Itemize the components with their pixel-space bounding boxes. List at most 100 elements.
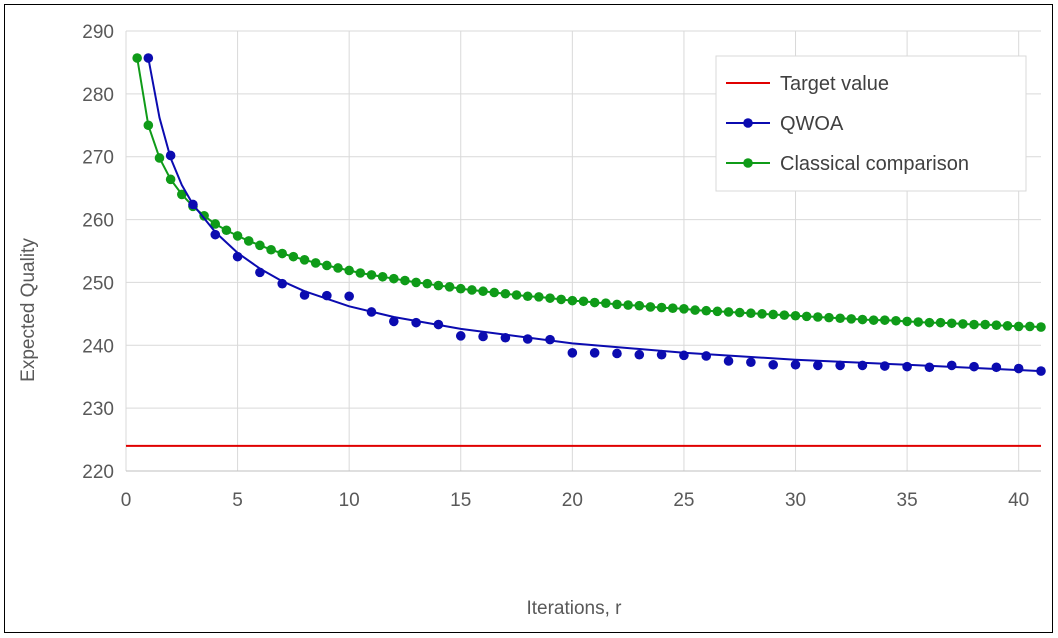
classical-comparison-point [333,263,343,273]
classical-comparison-point [645,302,656,312]
classical-comparison-point [154,153,165,163]
classical-comparison-point [322,260,332,271]
classical-comparison-point [723,307,734,317]
legend-marker-classical-comparison [743,158,753,168]
classical-comparison-point [801,311,812,322]
classical-comparison-point [534,292,544,302]
classical-comparison-point [455,283,466,294]
classical-comparison-point [199,211,209,221]
classical-comparison-point [389,273,399,284]
legend-label-target-value: Target value [780,73,889,95]
qwoa-point [255,267,265,278]
classical-comparison-point [377,271,388,282]
classical-comparison-point [634,300,645,311]
classical-comparison-point [500,288,511,299]
classical-comparison-point [143,120,154,131]
classical-comparison-point [924,317,935,328]
x-tick-label: 5 [232,490,243,511]
classical-comparison-point [567,295,578,306]
classical-comparison-point [478,286,488,297]
qwoa-point [232,251,243,262]
qwoa-point [366,307,377,317]
classical-comparison-point [667,303,678,314]
classical-comparison-point [444,282,455,292]
classical-comparison-line [136,57,1042,329]
qwoa-point [1013,363,1024,374]
qwoa-point [277,278,288,289]
legend-label-qwoa: QWOA [780,113,844,135]
x-tick-label: 20 [562,490,583,511]
qwoa-point [946,360,957,371]
y-tick-label: 220 [82,462,114,483]
qwoa-point [701,351,712,361]
classical-comparison-point [701,305,712,316]
classical-comparison-point [1025,321,1035,332]
classical-comparison-point [813,312,823,322]
qwoa-point [991,362,1002,373]
qwoa-point [433,319,444,330]
legend-label-classical-comparison: Classical comparison [780,153,969,175]
classical-comparison-point [712,306,723,317]
qwoa-point [969,361,979,372]
qwoa-point [299,290,310,300]
y-tick-label: 270 [82,148,114,169]
classical-comparison-point [366,270,377,280]
qwoa-point [902,361,912,372]
classical-comparison-point [868,315,879,325]
classical-comparison-point [857,314,868,325]
classical-comparison-point [902,316,912,327]
classical-comparison-point [623,300,633,310]
qwoa-point [344,291,354,302]
classical-comparison-point [288,251,299,262]
classical-comparison-point [746,308,756,319]
classical-comparison-point [835,313,845,324]
qwoa-point [210,229,221,240]
qwoa-point [790,359,801,370]
y-tick-label: 290 [82,22,114,43]
series-layer [126,53,1046,447]
classical-comparison-point [846,314,857,324]
classical-comparison-point [511,290,522,300]
x-tick-label: 15 [450,490,471,511]
y-tick-labels: 220 230 240 250 260 270 280 290 [82,22,114,483]
classical-comparison-point [243,236,254,246]
classical-comparison-point [310,258,321,268]
x-tick-label: 25 [673,490,694,511]
qwoa-point [857,360,868,371]
qwoa-point [411,317,421,328]
x-tick-labels: 0 5 10 15 20 25 30 35 40 [121,490,1030,511]
classical-comparison-point [879,315,890,325]
classical-comparison-point [991,320,1002,330]
x-tick-label: 35 [897,490,918,511]
qwoa-point [322,290,332,301]
classical-comparison-point [221,225,232,236]
classical-comparison-point [467,285,477,295]
qwoa-point [522,334,533,344]
legend-marker-qwoa [743,118,753,128]
qwoa-point [143,53,154,63]
classical-comparison-point [1036,322,1046,332]
y-tick-label: 240 [82,336,114,357]
classical-comparison-point [757,309,767,319]
y-tick-label: 260 [82,211,114,232]
classical-comparison-point [132,53,142,63]
classical-comparison-point [232,231,243,241]
classical-comparison-point [255,240,265,251]
classical-comparison-point [422,278,433,289]
classical-comparison-point [266,244,276,255]
qwoa-point [746,357,756,368]
qwoa-point [545,334,555,345]
x-tick-label: 10 [339,490,360,511]
qwoa-point [589,348,600,358]
qwoa-point [656,349,667,360]
classical-comparison-point [1002,321,1013,331]
classical-comparison-point [779,310,790,320]
classical-comparison-point [411,277,421,288]
classical-comparison-point [1013,321,1024,332]
qwoa-point [612,348,622,359]
classical-comparison-point [612,299,622,310]
qwoa-point [500,332,511,343]
classical-comparison-point [589,297,600,308]
classical-comparison-point [176,189,187,200]
classical-comparison-point [299,254,310,265]
